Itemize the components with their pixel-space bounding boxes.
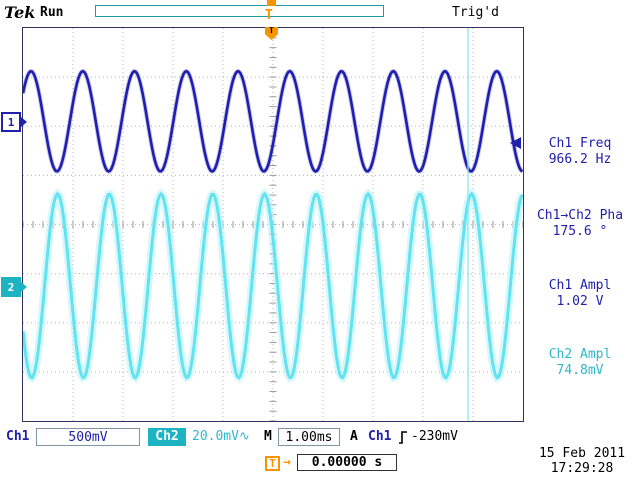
measurement-label: Ch1 Ampl: [548, 278, 612, 293]
ch2-marker-label: 2: [1, 277, 21, 297]
trigger-position-marker[interactable]: T: [265, 27, 278, 40]
measurement-phase: Ch1→Ch2 Pha 175.6 °: [524, 208, 636, 240]
datetime: 15 Feb 2011 17:29:28: [528, 446, 636, 476]
ch2-readout-label: Ch2: [148, 428, 186, 446]
trigger-time-readout: 0.00000 s: [297, 454, 397, 471]
time: 17:29:28: [550, 461, 614, 476]
waveform-display: [23, 28, 523, 421]
ch1-readout-label: Ch1: [6, 429, 30, 444]
timebase-label: M: [264, 429, 272, 444]
measurement-value: 175.6 °: [552, 224, 608, 239]
trigger-source-readout: Ch1: [368, 429, 392, 444]
trigger-position-handle[interactable]: [267, 0, 276, 6]
ch1-position-marker[interactable]: 1: [1, 112, 27, 132]
measurement-ch2-ampl: Ch2 Ampl 74.8mV: [524, 347, 636, 379]
measurement-ch1-freq: Ch1 Freq 966.2 Hz: [524, 136, 636, 168]
trigger-position-marker-top[interactable]: T: [265, 8, 273, 23]
ch1-marker-arrow-icon: [21, 117, 27, 127]
ch1-scale-readout: 500mV: [36, 428, 140, 446]
measurement-value: 74.8mV: [556, 363, 604, 378]
acquisition-state: Run: [40, 5, 64, 20]
ch2-marker-arrow-icon: [21, 282, 27, 292]
trigger-mode-label: A: [350, 429, 358, 444]
timebase-readout: 1.00ms: [278, 428, 340, 446]
graticule: [22, 27, 524, 422]
ch1-marker-label: 1: [1, 112, 21, 132]
date: 15 Feb 2011: [538, 446, 626, 461]
ch1-trace-halo: [23, 68, 523, 174]
measurement-label: Ch1 Freq: [548, 136, 612, 151]
trigger-time-marker: T: [265, 456, 280, 471]
measurement-label: Ch1→Ch2 Pha: [536, 208, 624, 223]
trigger-time-arrow-icon: →: [283, 455, 291, 470]
measurement-ch1-ampl: Ch1 Ampl 1.02 V: [524, 278, 636, 310]
ch2-scale-readout: 20.0mV∿: [192, 428, 250, 445]
ch2-scale-value: 20.0mV: [192, 429, 239, 444]
trigger-level-readout: -230mV: [411, 429, 458, 444]
tek-logo: Tek: [4, 3, 36, 22]
trigger-status: Trig'd: [452, 5, 499, 20]
ch2-trace: [23, 191, 523, 380]
measurement-value: 1.02 V: [556, 294, 604, 309]
ch2-trace-halo: [23, 188, 523, 384]
trigger-level-arrow-icon[interactable]: [510, 137, 521, 149]
measurement-label: Ch2 Ampl: [548, 347, 612, 362]
ch2-position-marker[interactable]: 2: [1, 277, 27, 297]
rising-edge-icon: [399, 431, 407, 444]
vertical-cursor-line[interactable]: [467, 28, 469, 421]
ac-coupling-icon: ∿: [238, 429, 250, 444]
ch1-trace: [23, 69, 523, 173]
measurement-value: 966.2 Hz: [548, 152, 612, 167]
record-view-bar: [95, 5, 384, 17]
